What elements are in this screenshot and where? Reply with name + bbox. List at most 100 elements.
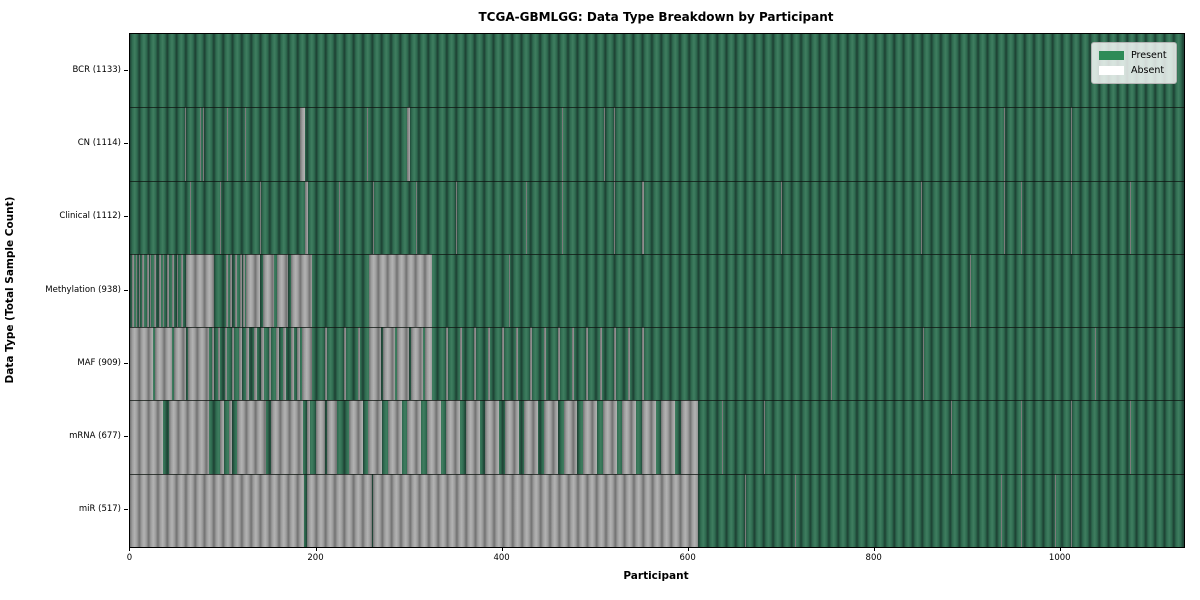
- absent-segment: [268, 327, 272, 401]
- absent-segment: [583, 400, 597, 474]
- absent-segment: [271, 400, 304, 474]
- absent-segment: [795, 473, 797, 547]
- absent-segment: [327, 400, 337, 474]
- absent-segment: [368, 400, 383, 474]
- absent-segment: [970, 253, 972, 328]
- absent-segment: [1003, 107, 1005, 181]
- absent-segment: [396, 327, 410, 401]
- absent-segment: [599, 327, 602, 401]
- row-separator: [130, 107, 1184, 109]
- absent-segment: [922, 327, 924, 401]
- absent-segment: [627, 327, 630, 401]
- absent-segment: [781, 180, 783, 254]
- absent-segment: [661, 400, 676, 474]
- legend-label-absent: Absent: [1131, 65, 1165, 76]
- absent-segment: [226, 107, 228, 181]
- absent-segment: [343, 327, 346, 401]
- x-tick-mark: [315, 547, 317, 551]
- x-tick-label: 0: [126, 553, 133, 563]
- absent-segment: [1021, 400, 1023, 474]
- absent-segment: [263, 253, 275, 328]
- absent-segment: [1000, 473, 1002, 547]
- absent-segment: [426, 400, 441, 474]
- absent-segment: [561, 107, 563, 181]
- absent-segment: [372, 180, 374, 254]
- absent-segment: [446, 400, 461, 474]
- absent-segment: [585, 327, 588, 401]
- absent-segment: [325, 327, 328, 401]
- heatmap-row-maf: [130, 327, 1184, 401]
- absent-segment: [130, 400, 164, 474]
- absent-segment: [460, 327, 463, 401]
- absent-segment: [300, 107, 305, 181]
- absent-segment: [1070, 107, 1072, 181]
- absent-segment: [1070, 400, 1073, 474]
- absent-segment: [474, 327, 477, 401]
- absent-segment: [232, 327, 235, 401]
- absent-segment: [224, 327, 227, 401]
- absent-segment: [641, 400, 656, 474]
- x-tick-mark: [687, 547, 689, 551]
- row-label: miR (517): [78, 504, 121, 515]
- absent-segment: [339, 180, 341, 254]
- absent-segment: [604, 107, 606, 181]
- absent-segment: [150, 253, 152, 328]
- row-label: Clinical (1112): [59, 211, 121, 222]
- absent-segment: [261, 327, 264, 401]
- absent-segment: [220, 400, 224, 474]
- x-tick-label: 400: [493, 553, 510, 563]
- absent-segment: [446, 327, 449, 401]
- y-tick-mark: [124, 362, 128, 364]
- y-tick-mark: [124, 436, 128, 438]
- absent-segment: [524, 400, 539, 474]
- absent-segment: [387, 400, 402, 474]
- absent-segment: [304, 180, 308, 254]
- heatmap-row-methylation: [130, 253, 1184, 328]
- absent-segment: [950, 400, 952, 474]
- absent-segment: [154, 253, 157, 328]
- absent-segment: [236, 400, 266, 474]
- absent-segment: [410, 327, 424, 401]
- absent-segment: [530, 327, 532, 401]
- absent-segment: [831, 327, 833, 401]
- absent-segment: [1021, 180, 1023, 254]
- absent-segment: [246, 327, 250, 401]
- absent-segment: [920, 180, 922, 254]
- absent-segment: [202, 107, 204, 181]
- absent-segment: [369, 253, 433, 328]
- absent-segment: [199, 107, 201, 181]
- absent-segment: [1054, 473, 1056, 547]
- absent-segment: [407, 107, 410, 181]
- absent-segment: [167, 253, 170, 328]
- absent-segment: [613, 107, 615, 181]
- absent-segment: [218, 327, 221, 401]
- absent-segment: [1094, 327, 1096, 401]
- absent-segment: [508, 253, 510, 328]
- absent-segment: [253, 327, 257, 401]
- absent-segment: [526, 180, 528, 254]
- absent-segment: [181, 253, 184, 328]
- absent-segment: [245, 107, 247, 181]
- absent-segment: [306, 473, 372, 547]
- x-tick-label: 800: [865, 553, 882, 563]
- absent-segment: [276, 327, 279, 401]
- absent-segment: [622, 400, 637, 474]
- absent-segment: [297, 327, 301, 401]
- absent-segment: [641, 180, 644, 254]
- row-separator: [130, 253, 1184, 255]
- absent-segment: [465, 400, 480, 474]
- absent-segment: [276, 253, 289, 328]
- absent-segment: [1070, 473, 1073, 547]
- heatmap-row-clinical: [130, 180, 1184, 254]
- absent-segment: [613, 327, 616, 401]
- absent-segment: [516, 327, 518, 401]
- absent-segment: [239, 253, 242, 328]
- x-tick-mark: [129, 547, 131, 551]
- absent-segment: [543, 400, 558, 474]
- legend-label-present: Present: [1131, 50, 1167, 61]
- row-label: MAF (909): [77, 357, 121, 368]
- absent-segment: [290, 253, 313, 328]
- x-tick-mark: [1059, 547, 1061, 551]
- absent-segment: [171, 253, 174, 328]
- absent-segment: [135, 253, 138, 328]
